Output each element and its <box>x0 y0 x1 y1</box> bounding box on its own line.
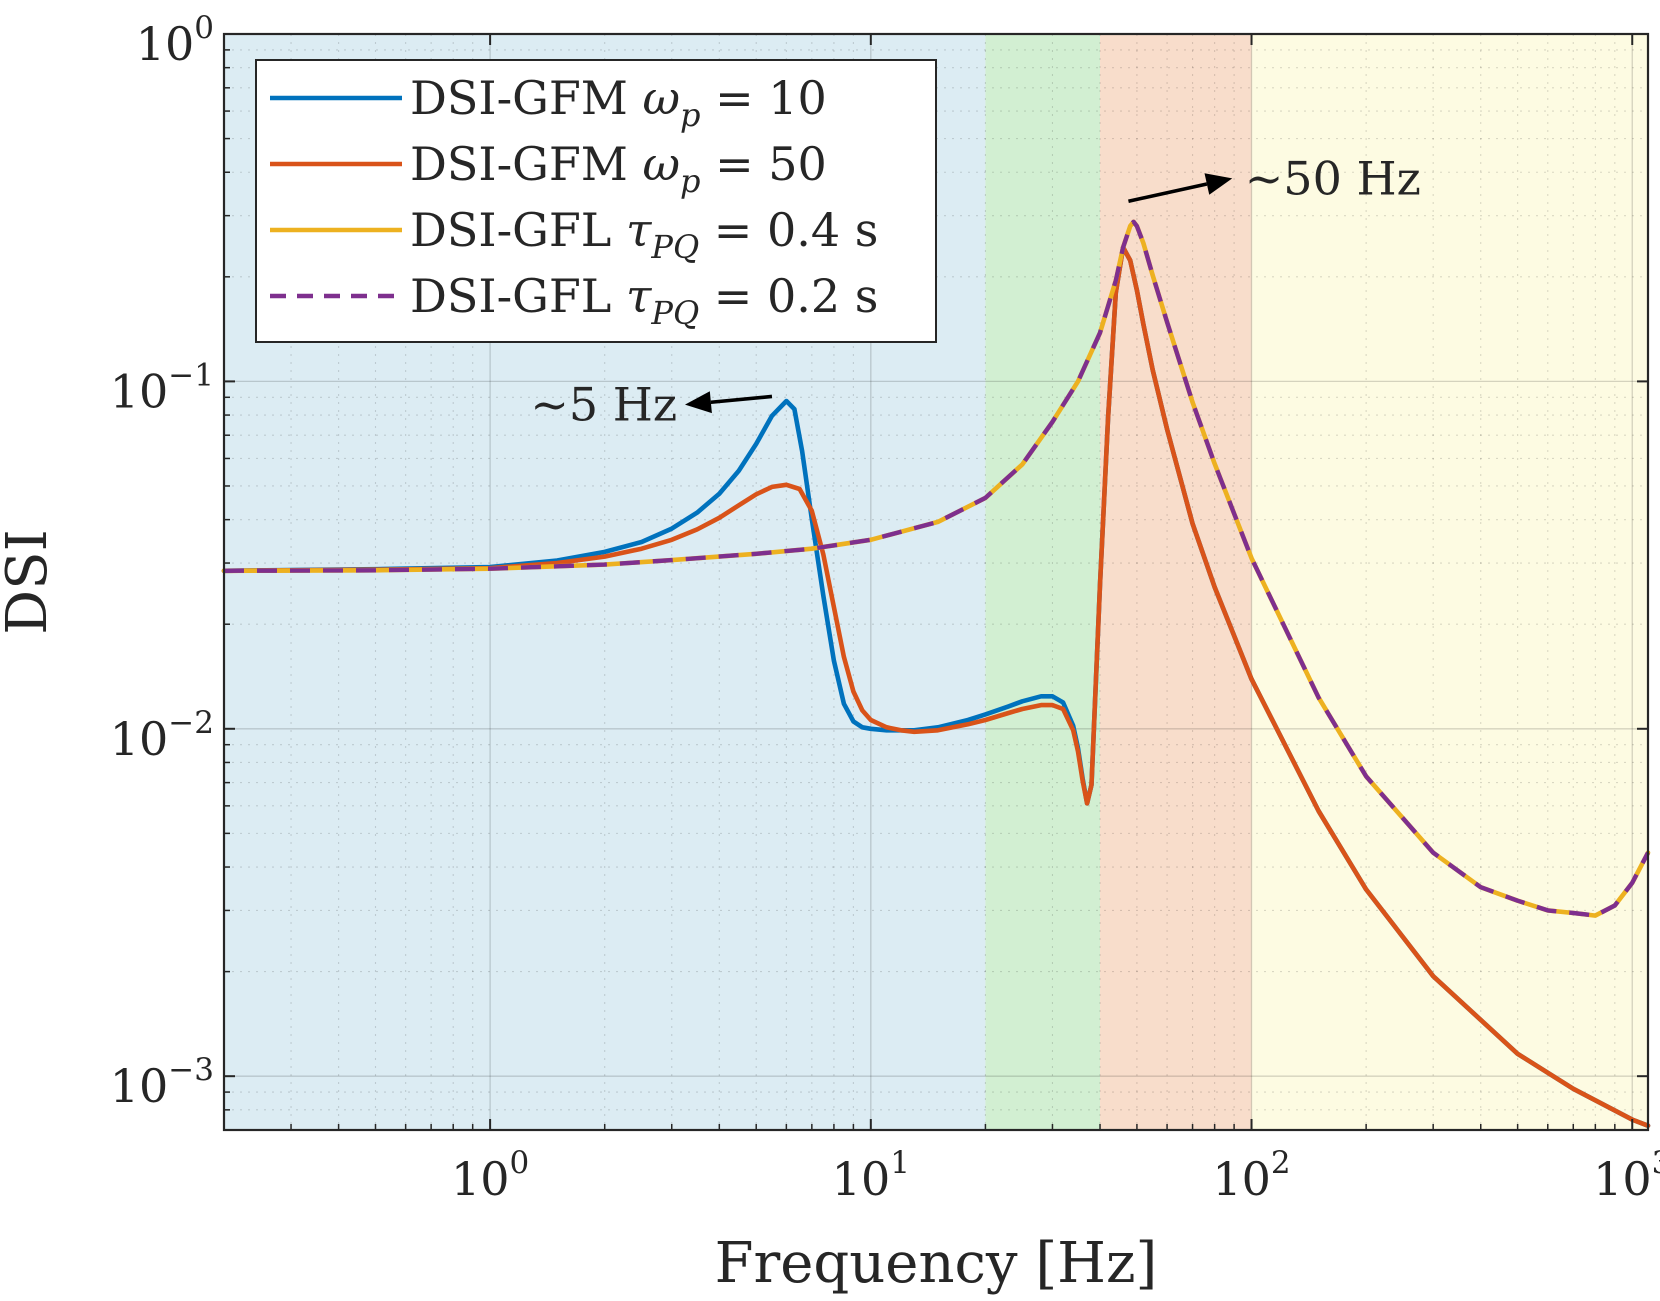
x-tick-label-2: 101 <box>832 1145 910 1206</box>
series-lines <box>221 219 1651 1128</box>
annotation-arrow-line-2 <box>1128 182 1208 204</box>
annotations: ~5 Hz ~50 Hz <box>530 151 1420 431</box>
band-2 <box>985 34 1101 1130</box>
x-tick-label-1: 100 <box>451 1145 529 1206</box>
legend-entry-1: DSI-GFM ωp = 10 <box>410 71 827 134</box>
axis-ticks: 100 101 102 103 10−3 10−2 10−1 100 <box>110 10 1660 1206</box>
y-tick-label-1: 10−3 <box>110 1052 214 1113</box>
annotation-label-1: ~5 Hz <box>530 378 677 432</box>
x-axis-label: Frequency [Hz] <box>715 1231 1158 1296</box>
annotation-label-2: ~50 Hz <box>1245 151 1421 205</box>
series-line-2 <box>221 245 1651 1128</box>
legend-entry-4: DSI-GFL τPQ = 0.2 s <box>410 269 878 332</box>
series-line-4 <box>223 219 1650 918</box>
y-tick-label-3: 10−1 <box>110 357 214 418</box>
band-3 <box>1100 34 1252 1130</box>
band-4 <box>1251 34 1648 1130</box>
y-axis-label: DSI <box>0 529 60 634</box>
legend-box <box>255 59 937 343</box>
legend-entry-3: DSI-GFL τPQ = 0.4 s <box>410 203 878 266</box>
y-tick-label-4: 100 <box>136 10 214 71</box>
plot-frame <box>222 32 1650 1132</box>
annotation-arrowhead-1 <box>684 391 712 414</box>
legend-entry-2: DSI-GFM ωp = 50 <box>410 137 827 200</box>
x-tick-label-4: 103 <box>1593 1145 1660 1206</box>
annotation-arrowhead-2 <box>1204 173 1233 195</box>
annotation-arrow-line-1 <box>710 394 773 405</box>
x-tick-label-3: 102 <box>1212 1145 1290 1206</box>
y-tick-label-2: 10−2 <box>110 705 214 766</box>
